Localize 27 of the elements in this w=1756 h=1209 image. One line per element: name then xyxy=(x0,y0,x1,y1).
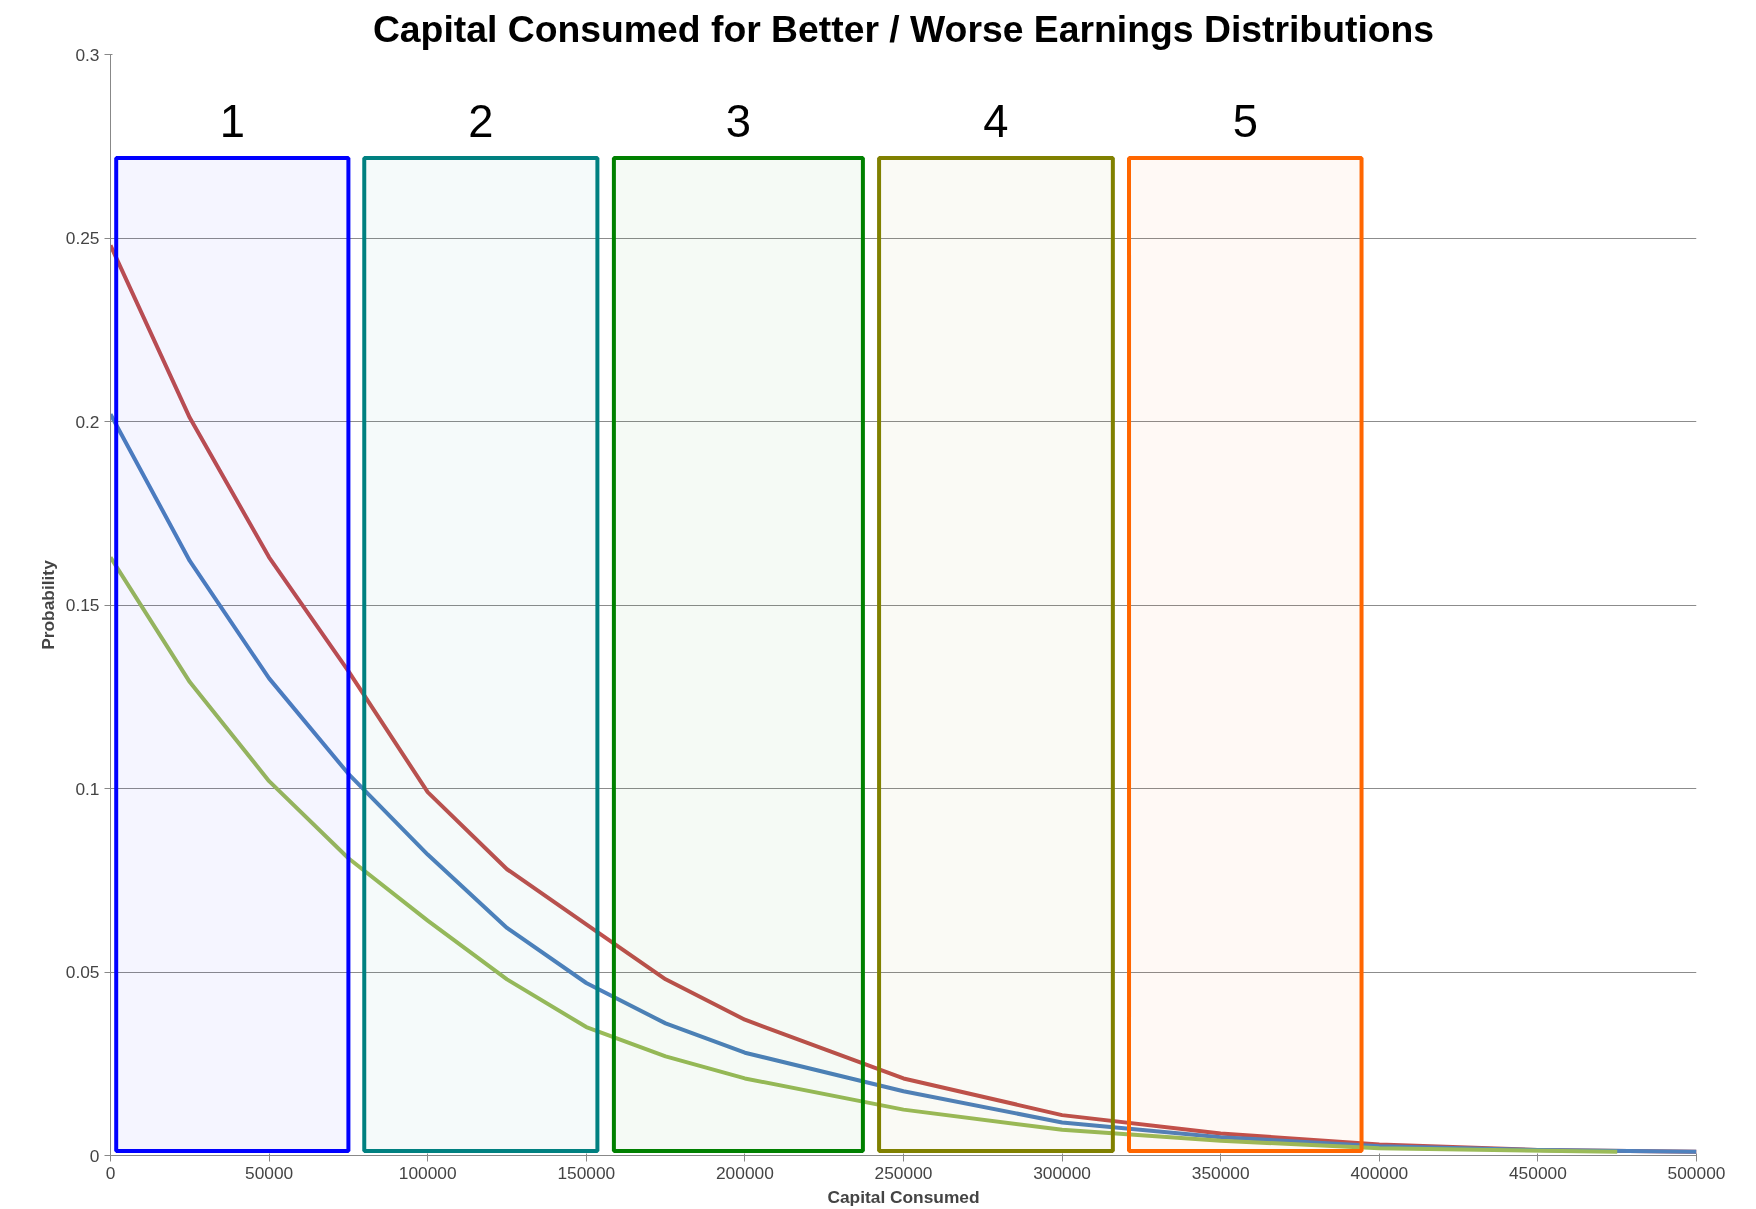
x-tick-label: 200000 xyxy=(715,1162,774,1183)
x-tick-label: 300000 xyxy=(1033,1162,1092,1183)
band-label: 2 xyxy=(468,95,494,147)
band-label: 5 xyxy=(1232,95,1258,147)
y-tick-label: 0.1 xyxy=(75,778,100,799)
band-label: 4 xyxy=(983,95,1009,147)
band-label: 3 xyxy=(725,95,752,147)
x-tick-label: 450000 xyxy=(1508,1162,1567,1183)
band-label: 1 xyxy=(219,95,245,147)
chart-title: Capital Consumed for Better / Worse Earnings Distributions xyxy=(372,7,1435,50)
x-tick-label: 50000 xyxy=(245,1162,294,1183)
x-tick-label: 0 xyxy=(105,1162,116,1183)
y-tick-label: 0 xyxy=(89,1145,100,1166)
y-tick-label: 0.05 xyxy=(65,962,100,982)
y-tick-label: 0.25 xyxy=(65,228,100,248)
line-series xyxy=(110,555,1620,1154)
x-tick-label: 350000 xyxy=(1191,1162,1250,1183)
x-tick-label: 250000 xyxy=(874,1162,933,1183)
x-tick-label: 500000 xyxy=(1667,1162,1726,1183)
y-axis-title: Probability xyxy=(37,559,58,650)
x-tick-label: 400000 xyxy=(1350,1162,1409,1183)
x-axis-title: Capital Consumed xyxy=(827,1186,980,1207)
y-tick-label: 0.15 xyxy=(65,595,100,615)
y-tick-label: 0.2 xyxy=(75,411,100,432)
y-tick-label: 0.3 xyxy=(75,44,100,65)
x-tick-label: 100000 xyxy=(398,1162,457,1183)
x-tick-label: 150000 xyxy=(557,1162,616,1183)
